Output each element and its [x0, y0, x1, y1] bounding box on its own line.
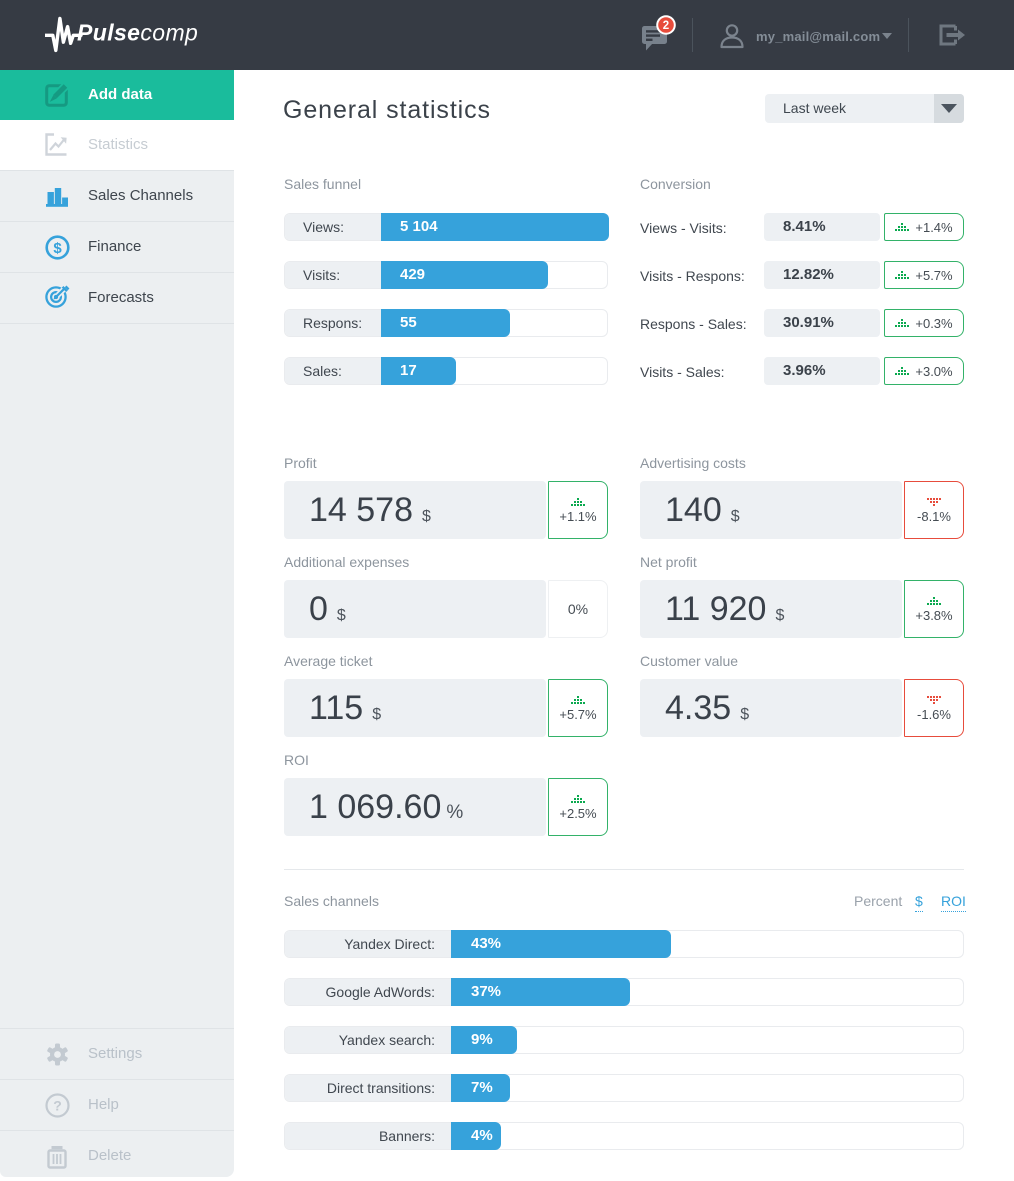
- svg-text:$: $: [53, 240, 62, 257]
- svg-text:Pulsecomp: Pulsecomp: [77, 20, 198, 46]
- svg-text:?: ?: [53, 1098, 62, 1114]
- svg-text:2: 2: [663, 20, 669, 32]
